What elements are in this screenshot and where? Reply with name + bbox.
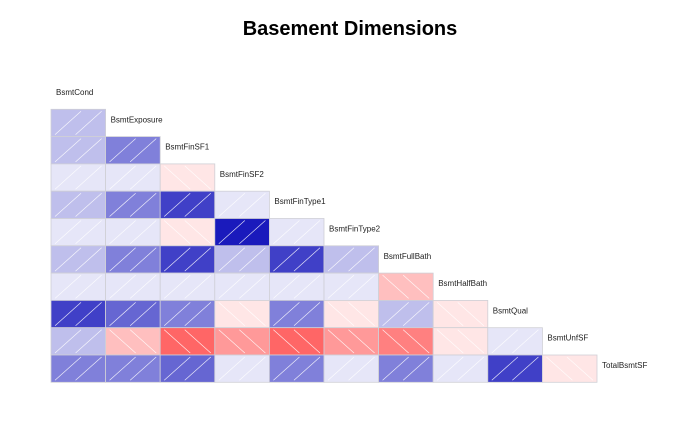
cell-totalbsmtsf-bsmthalfbath [432,354,489,383]
cell-totalbsmtsf-bsmtfullbath [378,354,434,383]
cell-bsmthalfbath-bsmtexposure [105,272,161,301]
cell-bsmtfintype1-bsmtfinsf1 [159,190,216,219]
cell-bsmtfinsf2-bsmtfinsf1 [159,163,216,192]
cell-bsmtfullbath-bsmtfintype1 [268,245,325,274]
cell-bsmtqual-bsmtfinsf2 [214,299,270,329]
cell-bsmtfinsf2-bsmtcond [50,163,106,192]
cell-bsmthalfbath-bsmtfintype1 [268,272,325,301]
cell-totalbsmtsf-bsmtfinsf1 [159,354,216,383]
var-label-bsmtqual: BsmtQual [493,306,528,315]
cell-bsmtqual-bsmtfullbath [378,299,434,329]
cell-bsmtfinsf1-bsmtexposure [105,136,161,165]
var-label-bsmtexposure: BsmtExposure [111,115,164,124]
cell-totalbsmtsf-bsmtfintype2 [323,354,379,383]
cell-bsmthalfbath-bsmtcond [50,272,106,301]
cell-bsmtfintype2-bsmtcond [50,218,106,247]
cell-bsmtfullbath-bsmtfintype2 [323,245,379,274]
cell-bsmtunfsf-bsmtfinsf2 [214,327,270,356]
cell-bsmthalfbath-bsmtfinsf1 [159,272,216,301]
cell-bsmtfullbath-bsmtfinsf1 [159,245,216,274]
cell-totalbsmtsf-bsmtexposure [105,354,161,383]
cell-bsmtfintype2-bsmtfintype1 [268,218,325,247]
cell-bsmtfintype1-bsmtcond [50,190,106,219]
cell-bsmtunfsf-bsmtqual [487,327,543,356]
cell-totalbsmtsf-bsmtcond [50,354,106,383]
var-label-bsmtfinsf1: BsmtFinSF1 [165,143,210,152]
cell-bsmtqual-bsmthalfbath [432,299,489,329]
var-label-bsmtfintype2: BsmtFinType2 [329,225,381,234]
cell-bsmtfullbath-bsmtcond [50,245,106,274]
cell-bsmtfintype1-bsmtfinsf2 [214,190,270,219]
cell-bsmtfintype2-bsmtfinsf1 [159,218,216,247]
cell-bsmtqual-bsmtcond [50,299,106,329]
corrgram-cells [50,108,598,383]
cell-bsmtfullbath-bsmtexposure [105,245,161,274]
var-label-bsmtcond: BsmtCond [56,88,93,97]
cell-bsmtfinsf1-bsmtcond [50,136,106,165]
cell-bsmtfintype2-bsmtfinsf2 [214,218,270,247]
cell-bsmtfullbath-bsmtfinsf2 [214,245,270,274]
cell-bsmtfintype2-bsmtexposure [105,218,161,247]
cell-bsmtunfsf-bsmthalfbath [432,327,489,356]
var-label-bsmtfintype1: BsmtFinType1 [274,197,326,206]
cell-bsmtunfsf-bsmtexposure [105,327,161,356]
var-label-bsmtfullbath: BsmtFullBath [384,252,432,261]
cell-bsmtqual-bsmtfintype2 [323,299,379,329]
cell-bsmtqual-bsmtexposure [105,299,161,329]
cell-bsmtqual-bsmtfintype1 [268,299,325,329]
cell-bsmtunfsf-bsmtfinsf1 [159,327,216,356]
cell-bsmtfinsf2-bsmtexposure [105,163,161,192]
cell-bsmthalfbath-bsmtfintype2 [323,272,379,301]
cell-bsmtexposure-bsmtcond [50,108,106,138]
cell-totalbsmtsf-bsmtfintype1 [268,354,325,383]
cell-bsmtqual-bsmtfinsf1 [159,299,216,329]
cell-totalbsmtsf-bsmtqual [487,354,543,383]
cell-totalbsmtsf-bsmtfinsf2 [214,354,270,383]
cell-bsmthalfbath-bsmtfinsf2 [214,272,270,301]
cell-bsmthalfbath-bsmtfullbath [378,272,434,301]
cell-bsmtunfsf-bsmtfintype2 [323,327,379,356]
cell-bsmtfintype1-bsmtexposure [105,190,161,219]
var-label-bsmtunfsf: BsmtUnfSF [547,334,588,343]
var-label-totalbsmtsf: TotalBsmtSF [602,361,647,370]
cell-bsmtunfsf-bsmtfintype1 [268,327,325,356]
cell-bsmtunfsf-bsmtcond [50,327,106,356]
chart-title: Basement Dimensions [242,18,458,40]
var-label-bsmthalfbath: BsmtHalfBath [438,279,487,288]
cell-totalbsmtsf-bsmtunfsf [542,354,598,383]
corrgram-labels: BsmtCond BsmtExposure BsmtFinSF1 BsmtFinSF2… [56,88,647,370]
cell-bsmtunfsf-bsmtfullbath [378,327,434,356]
var-label-bsmtfinsf2: BsmtFinSF2 [220,170,265,179]
